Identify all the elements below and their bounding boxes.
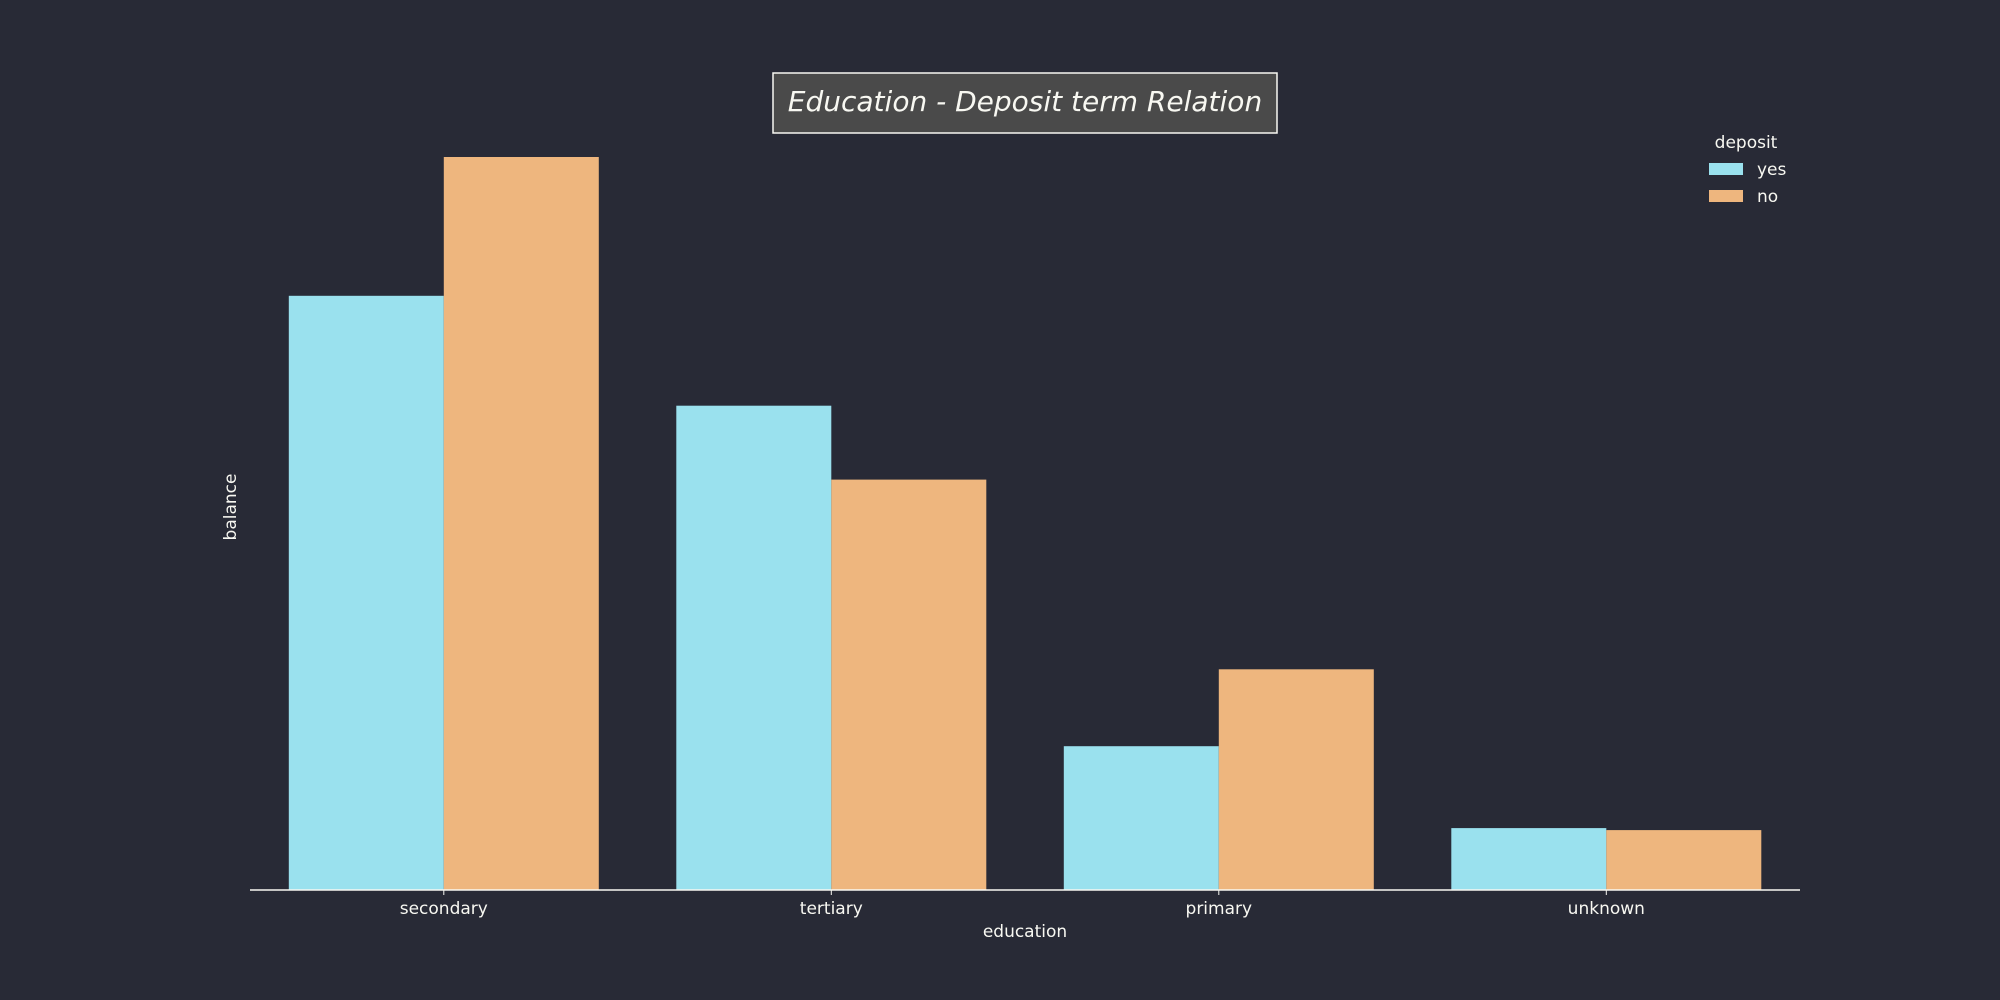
chart-title-box (772, 72, 1278, 134)
bar-primary-no (1218, 669, 1374, 890)
bar-primary-yes (1063, 746, 1219, 890)
x-tick-label-tertiary: tertiary (800, 899, 863, 919)
legend-title: deposit (1715, 133, 1778, 153)
bar-secondary-yes (288, 295, 444, 890)
bar-unknown-no (1606, 830, 1762, 890)
bar-tertiary-yes (676, 405, 832, 890)
chart-title: Education - Deposit term Relation (788, 85, 1262, 118)
bars-layer (288, 157, 1762, 890)
bar-secondary-no (443, 157, 599, 890)
chart-title-group: Education - Deposit term Relation (772, 72, 1278, 134)
bar-tertiary-no (831, 479, 987, 890)
x-tick-label-unknown: unknown (1568, 899, 1645, 919)
legend-label-yes: yes (1757, 160, 1787, 180)
legend-swatch-no (1709, 190, 1743, 202)
y-axis-label: balance (221, 474, 241, 541)
x-tick-label-secondary: secondary (400, 899, 488, 919)
x-axis-label: education (983, 922, 1067, 942)
legend-swatch-yes (1709, 163, 1743, 175)
x-tick-label-primary: primary (1186, 899, 1253, 919)
legend: deposit yes no (1709, 133, 1787, 207)
legend-label-no: no (1757, 187, 1778, 207)
x-tick-labels: secondary tertiary primary unknown (400, 890, 1645, 919)
bar-unknown-yes (1451, 828, 1607, 890)
